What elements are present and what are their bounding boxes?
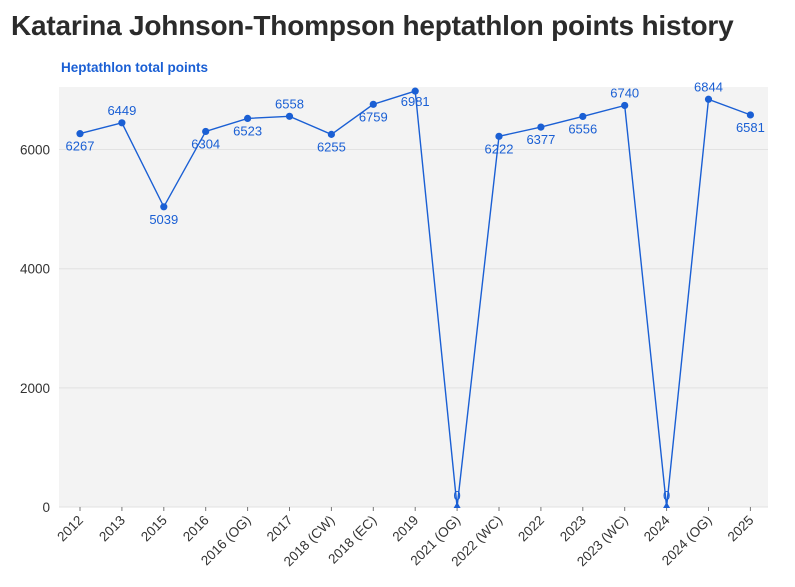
data-label: 0	[453, 488, 460, 503]
data-label: 6222	[485, 141, 514, 156]
x-tick-label: 2017	[264, 513, 296, 545]
chart-title: Katarina Johnson-Thompson heptathlon poi…	[11, 10, 734, 41]
data-label: 6558	[275, 96, 304, 111]
x-tick-label: 2022	[515, 513, 547, 545]
y-tick-label: 0	[42, 500, 50, 515]
data-point	[453, 502, 461, 508]
data-label: 6267	[66, 139, 95, 154]
data-point	[579, 112, 587, 121]
x-tick-label: 2025	[725, 513, 757, 545]
data-label: 6759	[359, 109, 388, 124]
data-label: 6740	[610, 85, 639, 100]
data-point	[285, 112, 294, 120]
data-label: 6304	[191, 136, 220, 151]
x-tick-label: 2023	[557, 513, 589, 545]
data-label: 0	[663, 488, 670, 503]
data-point	[537, 123, 545, 131]
x-tick-label: 2016	[180, 513, 212, 545]
plot-area	[59, 87, 768, 507]
data-point	[411, 87, 419, 95]
data-point	[369, 100, 377, 108]
y-tick-label: 2000	[20, 381, 50, 396]
data-point	[495, 132, 503, 140]
x-tick-label: 2015	[138, 513, 170, 545]
chart-subtitle: Heptathlon total points	[61, 60, 208, 75]
y-tick-label: 6000	[20, 143, 50, 158]
data-point	[244, 114, 252, 122]
x-tick-label: 2013	[96, 513, 128, 545]
data-label: 6377	[526, 132, 555, 147]
data-point	[202, 127, 210, 136]
data-label: 6581	[736, 120, 765, 135]
x-tick-label: 2019	[389, 513, 421, 545]
x-tick-label: 2024	[641, 512, 673, 544]
data-label: 5039	[149, 212, 178, 227]
data-label: 6449	[107, 103, 136, 118]
data-point	[118, 119, 126, 127]
data-label: 6556	[568, 121, 597, 136]
data-point	[76, 130, 84, 138]
data-label: 6255	[317, 139, 346, 154]
data-point	[621, 101, 629, 110]
data-point	[160, 203, 168, 211]
data-label: 6844	[694, 79, 723, 94]
data-point	[704, 95, 713, 103]
data-label: 6981	[401, 94, 430, 109]
x-tick-label: 2012	[54, 513, 86, 545]
data-point	[663, 502, 671, 508]
data-point	[327, 130, 335, 138]
data-label: 6523	[233, 123, 262, 138]
data-point	[746, 111, 755, 119]
y-tick-label: 4000	[20, 262, 50, 277]
